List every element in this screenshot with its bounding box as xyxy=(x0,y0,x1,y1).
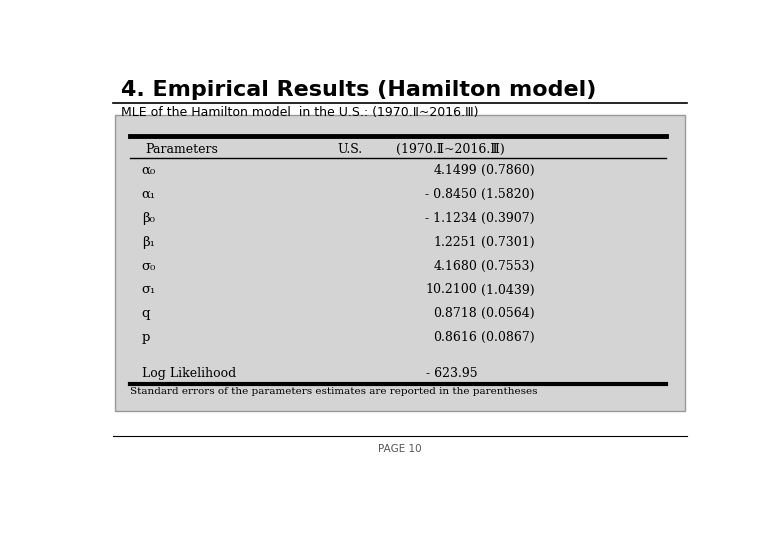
Text: σ₀: σ₀ xyxy=(142,260,156,273)
Text: (1.0439): (1.0439) xyxy=(481,284,535,296)
Text: 1.2251: 1.2251 xyxy=(434,236,477,249)
Text: - 623.95: - 623.95 xyxy=(426,367,477,380)
Text: q: q xyxy=(142,307,151,320)
Text: (0.7860): (0.7860) xyxy=(481,164,535,177)
Text: β₀: β₀ xyxy=(142,212,154,225)
Text: 0.8718: 0.8718 xyxy=(434,307,477,320)
Text: (0.0564): (0.0564) xyxy=(481,307,535,320)
Text: (1.5820): (1.5820) xyxy=(481,188,534,201)
Text: α₀: α₀ xyxy=(142,164,156,177)
Text: (0.7301): (0.7301) xyxy=(481,236,535,249)
Text: 4. Empirical Results (Hamilton model): 4. Empirical Results (Hamilton model) xyxy=(121,80,596,100)
Text: MLE of the Hamilton model  in the U.S.: (1970.Ⅱ~2016.Ⅲ): MLE of the Hamilton model in the U.S.: (… xyxy=(121,106,478,119)
Text: 10.2100: 10.2100 xyxy=(426,284,477,296)
Text: Standard errors of the parameters estimates are reported in the parentheses: Standard errors of the parameters estima… xyxy=(130,387,537,396)
FancyBboxPatch shape xyxy=(115,115,685,411)
Text: - 1.1234: - 1.1234 xyxy=(425,212,477,225)
Text: (0.3907): (0.3907) xyxy=(481,212,534,225)
Text: p: p xyxy=(142,331,150,344)
Text: 0.8616: 0.8616 xyxy=(434,331,477,344)
Text: - 0.8450: - 0.8450 xyxy=(425,188,477,201)
Text: U.S.: U.S. xyxy=(338,143,363,156)
Text: α₁: α₁ xyxy=(142,188,156,201)
Text: Parameters: Parameters xyxy=(146,143,218,156)
Text: 4.1680: 4.1680 xyxy=(434,260,477,273)
Text: σ₁: σ₁ xyxy=(142,284,156,296)
Text: Log Likelihood: Log Likelihood xyxy=(142,367,236,380)
Text: (1970.Ⅱ~2016.Ⅲ): (1970.Ⅱ~2016.Ⅲ) xyxy=(396,143,505,156)
Text: (0.0867): (0.0867) xyxy=(481,331,535,344)
Text: 4.1499: 4.1499 xyxy=(434,164,477,177)
Text: PAGE 10: PAGE 10 xyxy=(378,444,421,454)
Text: (0.7553): (0.7553) xyxy=(481,260,534,273)
Text: β₁: β₁ xyxy=(142,236,154,249)
